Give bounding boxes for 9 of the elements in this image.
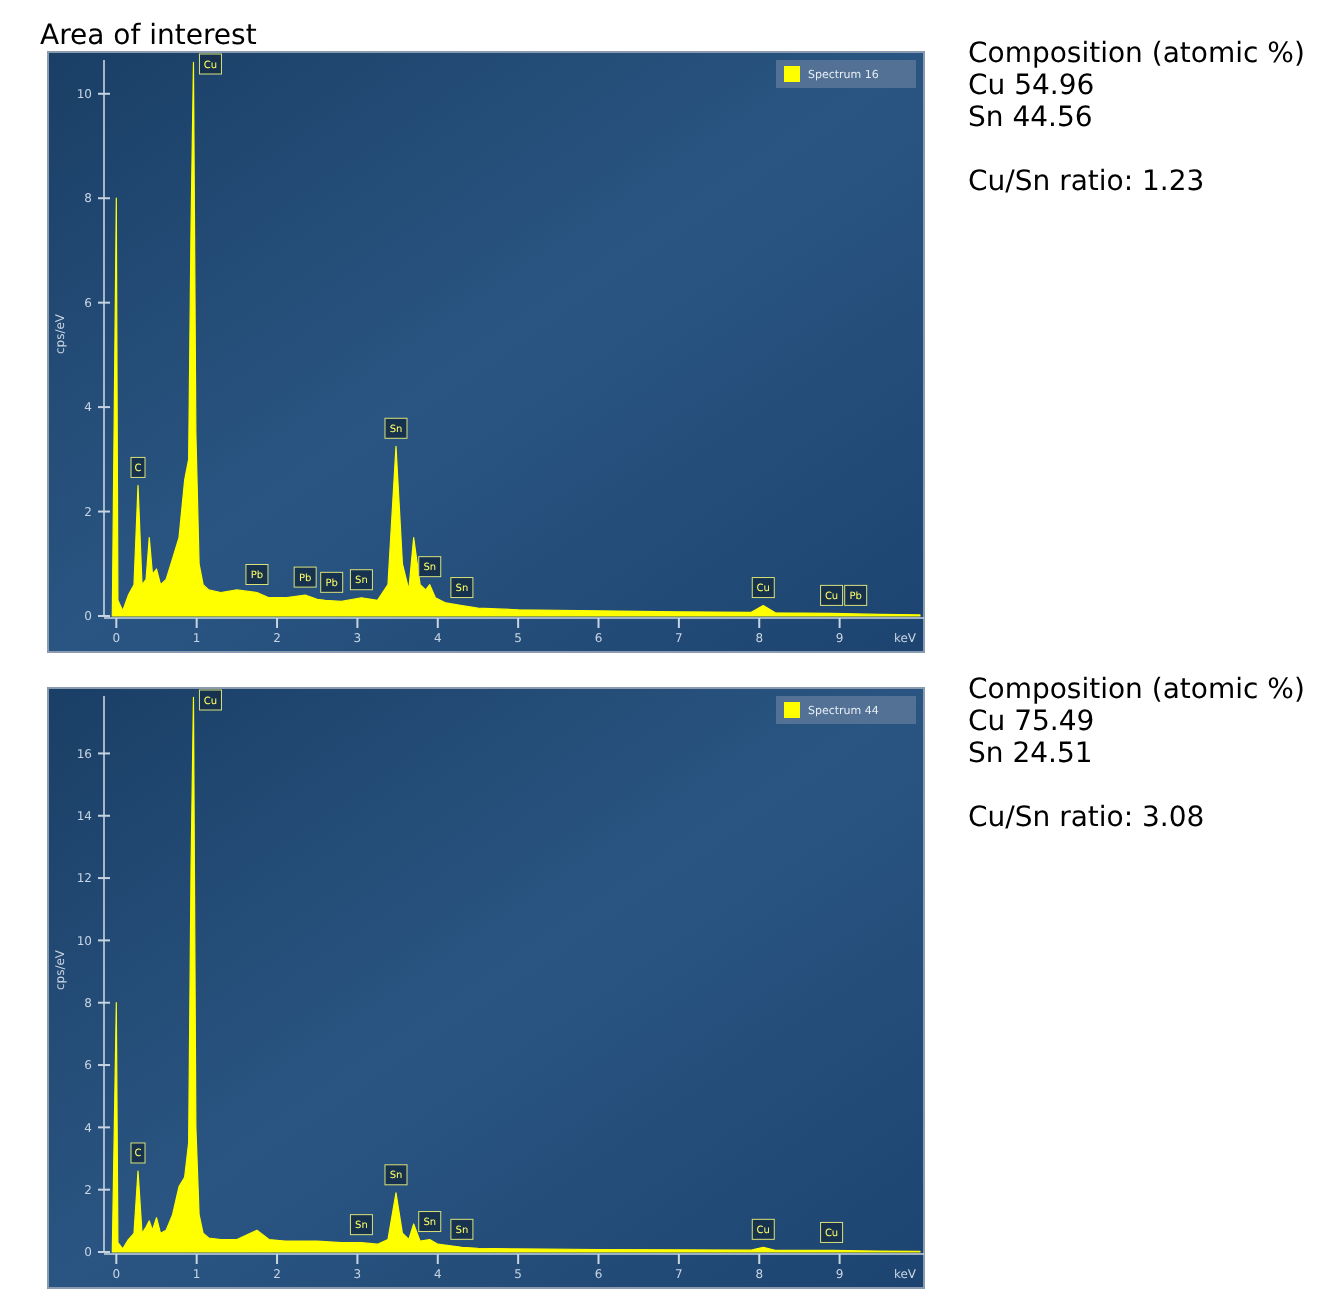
text: Composition (atomic %) xyxy=(968,38,1305,70)
text: Composition (atomic %) xyxy=(968,674,1305,706)
text: Cu 54.96 xyxy=(968,70,1095,102)
text: Cu 75.49 xyxy=(968,706,1095,738)
text: Sn 24.51 xyxy=(968,738,1093,770)
text: Cu/Sn ratio: 3.08 xyxy=(968,802,1205,834)
chart-title: Area of interest xyxy=(40,20,258,52)
text: Sn 44.56 xyxy=(968,102,1093,134)
text: Cu/Sn ratio: 1.23 xyxy=(968,166,1205,198)
